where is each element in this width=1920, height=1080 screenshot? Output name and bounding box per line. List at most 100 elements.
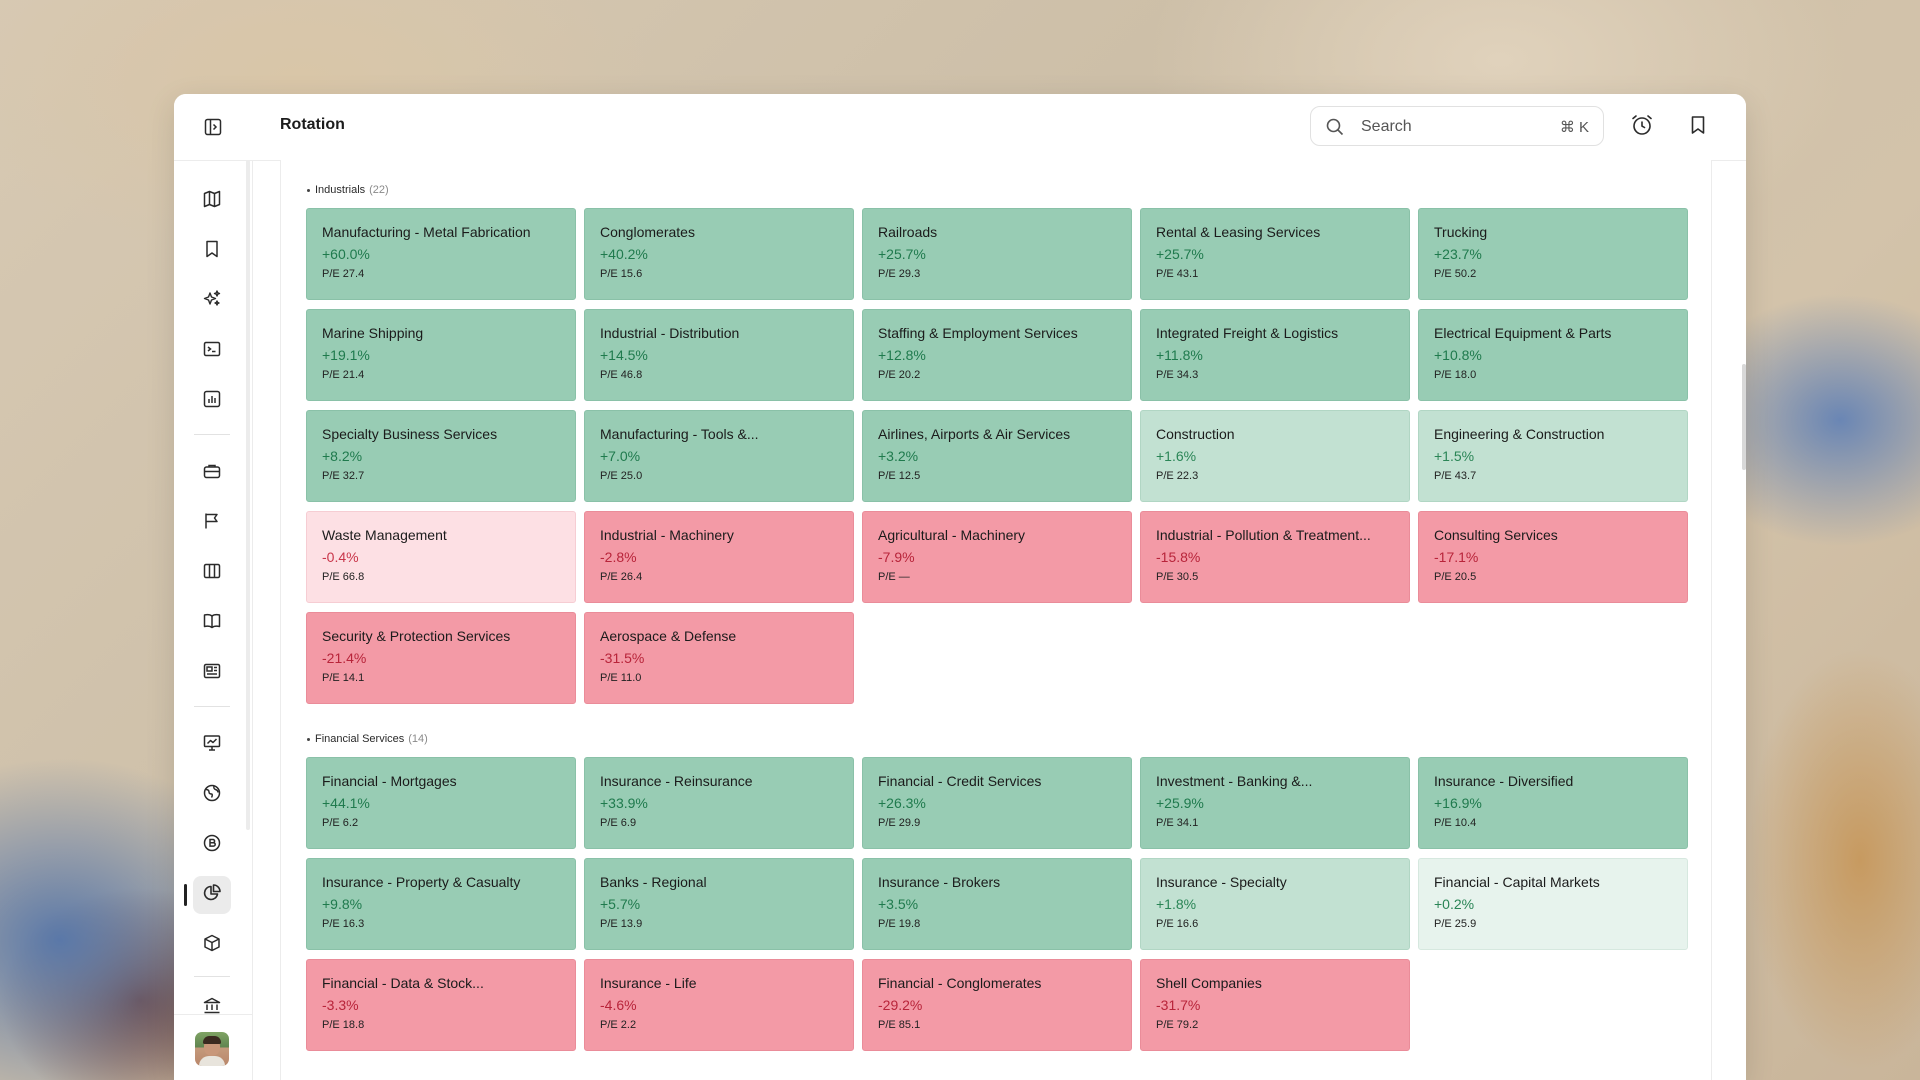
industry-name: Financial - Capital Markets xyxy=(1434,874,1600,890)
industry-tile-insurance-life[interactable]: Insurance - Life -4.6% P/E 2.2 xyxy=(584,959,854,1051)
industry-name: Rental & Leasing Services xyxy=(1156,224,1321,240)
search-input[interactable]: Search ⌘ K xyxy=(1310,106,1604,146)
industry-name: Insurance - Reinsurance xyxy=(600,773,753,789)
industry-tile-financial-mortgages[interactable]: Financial - Mortgages +44.1% P/E 6.2 xyxy=(306,757,576,849)
industry-tile-insurance-property-casualty[interactable]: Insurance - Property & Casualty +9.8% P/E … xyxy=(306,858,576,950)
industry-tile-staffing-employment-services[interactable]: Staffing & Employment Services +12.8% P/E … xyxy=(862,309,1132,401)
nav-news[interactable] xyxy=(193,654,231,692)
nav-charts[interactable] xyxy=(193,382,231,420)
map-icon xyxy=(202,189,222,214)
industry-tile-insurance-diversified[interactable]: Insurance - Diversified +16.9% P/E 10.4 xyxy=(1418,757,1688,849)
industry-tile-consulting-services[interactable]: Consulting Services -17.1% P/E 20.5 xyxy=(1418,511,1688,603)
industry-tile-financial-data-stock[interactable]: Financial - Data & Stock... -3.3% P/E 18.8 xyxy=(306,959,576,1051)
avatar[interactable] xyxy=(195,1032,229,1066)
nav-portfolio[interactable] xyxy=(193,454,231,492)
industry-tile-specialty-business-services[interactable]: Specialty Business Services +8.2% P/E 32.7 xyxy=(306,410,576,502)
industry-name: Electrical Equipment & Parts xyxy=(1434,325,1612,341)
industry-name: Industrial - Machinery xyxy=(600,527,734,543)
industry-tile-financial-capital-markets[interactable]: Financial - Capital Markets +0.2% P/E 25.9 xyxy=(1418,858,1688,950)
industry-name: Shell Companies xyxy=(1156,975,1262,991)
industry-tile-manufacturing-tools[interactable]: Manufacturing - Tools &... +7.0% P/E 25.0 xyxy=(584,410,854,502)
sidebar-footer-divider xyxy=(174,1014,252,1015)
industry-pe: P/E 18.8 xyxy=(322,1019,365,1031)
industry-tile-manufacturing-metal-fabrication[interactable]: Manufacturing - Metal Fabrication +60.0% P… xyxy=(306,208,576,300)
industry-tile-investment-banking[interactable]: Investment - Banking &... +25.9% P/E 34.1 xyxy=(1140,757,1410,849)
bookmark-button[interactable] xyxy=(1682,111,1714,143)
industry-tile-integrated-freight-logistics[interactable]: Integrated Freight & Logistics +11.8% P/E … xyxy=(1140,309,1410,401)
cube-icon xyxy=(202,933,222,958)
industry-tile-insurance-brokers[interactable]: Insurance - Brokers +3.5% P/E 19.8 xyxy=(862,858,1132,950)
industry-tile-railroads[interactable]: Railroads +25.7% P/E 29.3 xyxy=(862,208,1132,300)
nav-global[interactable] xyxy=(193,776,231,814)
sparkles-icon xyxy=(202,289,222,314)
nav-bookmarks[interactable] xyxy=(193,232,231,270)
industry-pe: P/E 2.2 xyxy=(600,1019,637,1031)
industry-tile-electrical-equipment-parts[interactable]: Electrical Equipment & Parts +10.8% P/E 18… xyxy=(1418,309,1688,401)
industry-pe: P/E 27.4 xyxy=(322,268,365,280)
nav-flags[interactable] xyxy=(193,504,231,542)
industry-name: Industrial - Pollution & Treatment... xyxy=(1156,527,1371,543)
nav-products[interactable] xyxy=(193,926,231,964)
industry-tile-construction[interactable]: Construction +1.6% P/E 22.3 xyxy=(1140,410,1410,502)
nav-library[interactable] xyxy=(193,604,231,642)
industry-name: Airlines, Airports & Air Services xyxy=(878,426,1071,442)
nav-columns[interactable] xyxy=(193,554,231,592)
industry-tile-financial-credit-services[interactable]: Financial - Credit Services +26.3% P/E 29.… xyxy=(862,757,1132,849)
industry-tile-security-protection-services[interactable]: Security & Protection Services -21.4% P/E … xyxy=(306,612,576,704)
industry-tile-rental-leasing-services[interactable]: Rental & Leasing Services +25.7% P/E 43.1 xyxy=(1140,208,1410,300)
flag-icon xyxy=(202,511,222,536)
industry-tile-industrial-distribution[interactable]: Industrial - Distribution +14.5% P/E 46.8 xyxy=(584,309,854,401)
content-scrollbar[interactable] xyxy=(1742,364,1746,470)
industry-tile-banks-regional[interactable]: Banks - Regional +5.7% P/E 13.9 xyxy=(584,858,854,950)
industry-tile-insurance-specialty[interactable]: Insurance - Specialty +1.8% P/E 16.6 xyxy=(1140,858,1410,950)
industry-pe: P/E 6.2 xyxy=(322,817,359,829)
industry-tile-industrial-pollution-treatment[interactable]: Industrial - Pollution & Treatment... -15… xyxy=(1140,511,1410,603)
sidebar-divider xyxy=(194,706,230,707)
industry-tile-industrial-machinery[interactable]: Industrial - Machinery -2.8% P/E 26.4 xyxy=(584,511,854,603)
industry-tile-airlines-airports-air-services[interactable]: Airlines, Airports & Air Services +3.2% P/… xyxy=(862,410,1132,502)
sidebar-scrollbar[interactable] xyxy=(246,160,250,830)
nav-rotation[interactable] xyxy=(193,876,231,914)
industry-change: -21.4% xyxy=(322,650,367,666)
nav-bank[interactable] xyxy=(193,990,231,1014)
industry-tile-aerospace-defense[interactable]: Aerospace & Defense -31.5% P/E 11.0 xyxy=(584,612,854,704)
industry-tile-shell-companies[interactable]: Shell Companies -31.7% P/E 79.2 xyxy=(1140,959,1410,1051)
industry-tile-marine-shipping[interactable]: Marine Shipping +19.1% P/E 21.4 xyxy=(306,309,576,401)
columns-icon xyxy=(202,561,222,586)
industry-change: -31.5% xyxy=(600,650,645,666)
alerts-button[interactable] xyxy=(1626,111,1658,143)
industry-pe: P/E 18.0 xyxy=(1434,369,1477,381)
industry-pe: P/E 16.3 xyxy=(322,918,365,930)
industry-tile-financial-conglomerates[interactable]: Financial - Conglomerates -29.2% P/E 85.1 xyxy=(862,959,1132,1051)
nav-performance[interactable] xyxy=(193,726,231,764)
industry-name: Engineering & Construction xyxy=(1434,426,1605,442)
industry-tile-agricultural-machinery[interactable]: Agricultural - Machinery -7.9% P/E — xyxy=(862,511,1132,603)
industry-change: +1.6% xyxy=(1156,448,1197,464)
industry-tile-insurance-reinsurance[interactable]: Insurance - Reinsurance +33.9% P/E 6.9 xyxy=(584,757,854,849)
industry-pe: P/E 29.9 xyxy=(878,817,921,829)
nav-ai[interactable] xyxy=(193,282,231,320)
nav-map[interactable] xyxy=(193,182,231,220)
top-bar: Rotation Search ⌘ K xyxy=(252,94,1746,161)
bank-icon xyxy=(202,996,222,1014)
section-header-financial-services[interactable]: Financial Services (14) xyxy=(307,733,428,745)
industry-pe: P/E 10.4 xyxy=(1434,817,1477,829)
nav-terminal[interactable] xyxy=(193,332,231,370)
sidebar-header xyxy=(174,94,252,161)
sidebar-toggle-icon[interactable] xyxy=(203,117,223,137)
industry-tile-engineering-construction[interactable]: Engineering & Construction +1.5% P/E 43.7 xyxy=(1418,410,1688,502)
industry-name: Financial - Data & Stock... xyxy=(322,975,484,991)
industry-pe: P/E 25.0 xyxy=(600,470,643,482)
industry-change: +33.9% xyxy=(600,795,648,811)
industry-tile-waste-management[interactable]: Waste Management -0.4% P/E 66.8 xyxy=(306,511,576,603)
industry-name: Financial - Credit Services xyxy=(878,773,1042,789)
industry-tile-trucking[interactable]: Trucking +23.7% P/E 50.2 xyxy=(1418,208,1688,300)
industry-change: +23.7% xyxy=(1434,246,1482,262)
industry-name: Insurance - Property & Casualty xyxy=(322,874,521,890)
search-placeholder: Search xyxy=(1361,118,1412,135)
sidebar xyxy=(174,94,253,1080)
nav-crypto[interactable] xyxy=(193,826,231,864)
industry-change: +10.8% xyxy=(1434,347,1482,363)
section-header-industrials[interactable]: Industrials (22) xyxy=(307,184,389,196)
industry-tile-conglomerates[interactable]: Conglomerates +40.2% P/E 15.6 xyxy=(584,208,854,300)
